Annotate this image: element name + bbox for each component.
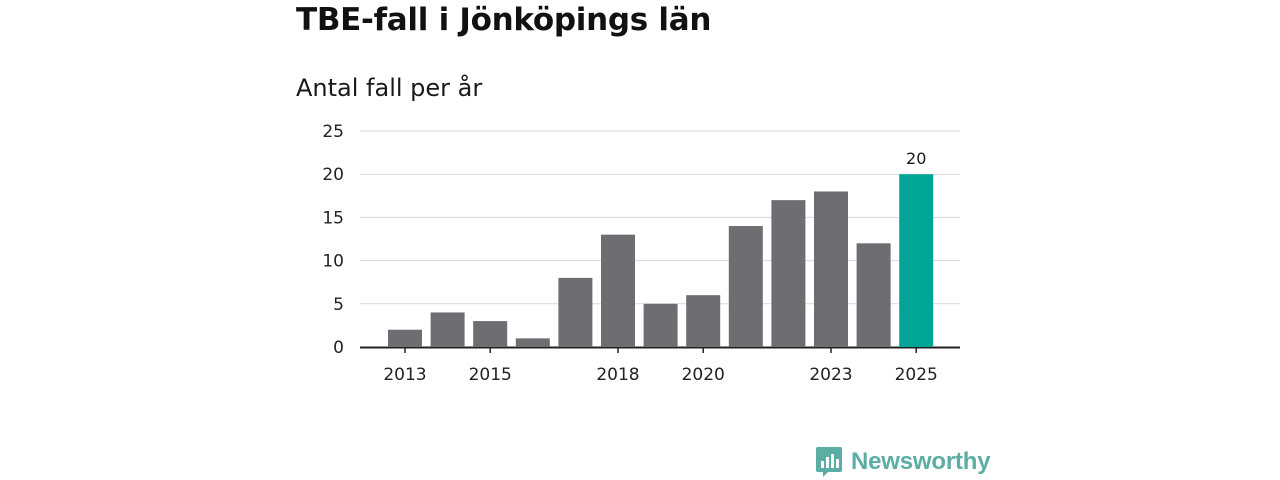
y-tick-label-20: 20	[322, 165, 344, 185]
x-axis-ticks: 2013 2015 2018 2020 2023 2025	[383, 347, 938, 385]
y-tick-label-10: 10	[322, 252, 344, 272]
y-tick-label-25: 25	[322, 122, 344, 142]
newsworthy-logo-icon	[816, 447, 842, 477]
bar-2014	[430, 312, 465, 347]
bar-2016	[515, 338, 550, 347]
y-tick-label-0: 0	[333, 338, 344, 358]
y-axis-ticks: 0 5 10 15 20 25	[322, 122, 344, 358]
x-tick-label-2023: 2023	[809, 365, 852, 385]
x-tick-label-2013: 2013	[383, 365, 426, 385]
bar-2019	[643, 303, 678, 347]
bar-2013	[388, 329, 422, 347]
bar-2024	[856, 243, 891, 347]
data-labels: 20	[906, 149, 926, 168]
x-tick-label-2020: 2020	[682, 365, 725, 385]
bar-2021	[728, 226, 763, 347]
bar-2022	[771, 200, 806, 347]
chart-title: TBE-fall i Jönköpings län	[296, 2, 712, 38]
bar-2017	[558, 277, 593, 347]
bars	[388, 174, 934, 347]
x-tick-label-2025: 2025	[895, 365, 938, 385]
y-tick-label-15: 15	[322, 208, 344, 228]
x-tick-label-2015: 2015	[469, 365, 512, 385]
newsworthy-logo: Newsworthy	[815, 446, 991, 478]
bar-2018	[601, 234, 635, 347]
chart-subtitle: Antal fall per år	[296, 74, 483, 102]
y-tick-label-5: 5	[333, 295, 344, 315]
bar-2020	[686, 295, 721, 347]
brand-name: Newsworthy	[851, 448, 991, 475]
bar-2023	[814, 191, 848, 347]
bar-2015	[473, 321, 508, 347]
data-label-2025: 20	[906, 149, 926, 168]
x-tick-label-2018: 2018	[596, 365, 639, 385]
bar-2025	[899, 174, 934, 347]
